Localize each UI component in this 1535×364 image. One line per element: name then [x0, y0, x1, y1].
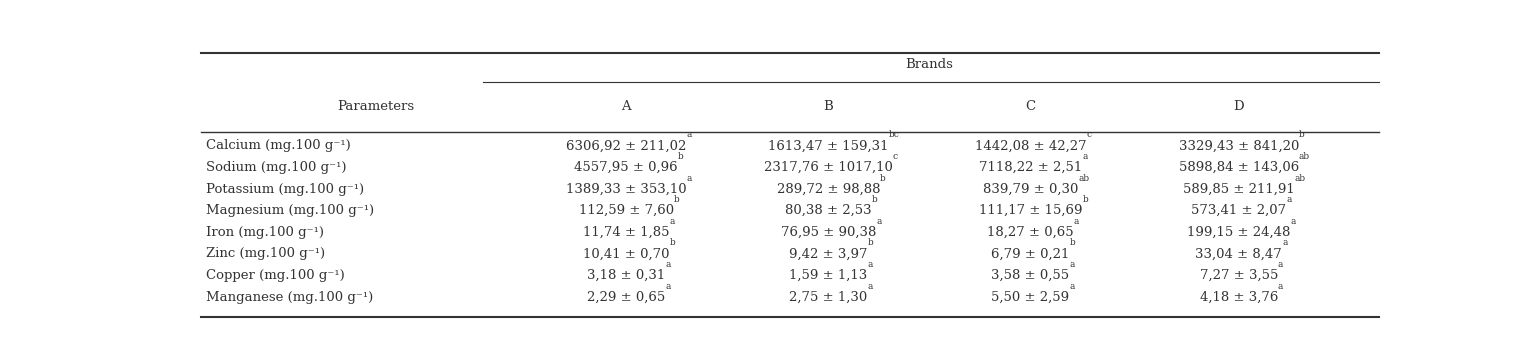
Text: b: b [674, 195, 680, 204]
Text: 589,85 ± 211,91: 589,85 ± 211,91 [1183, 183, 1294, 195]
Text: Copper (mg.100 g⁻¹): Copper (mg.100 g⁻¹) [206, 269, 345, 282]
Text: a: a [1070, 260, 1074, 269]
Text: a: a [1279, 281, 1283, 290]
Text: 4,18 ± 3,76: 4,18 ± 3,76 [1199, 290, 1279, 304]
Text: C: C [1025, 100, 1036, 113]
Text: a: a [1282, 238, 1288, 248]
Text: 7,27 ± 3,55: 7,27 ± 3,55 [1199, 269, 1279, 282]
Text: 18,27 ± 0,65: 18,27 ± 0,65 [987, 226, 1074, 239]
Text: b: b [678, 152, 683, 161]
Text: Iron (mg.100 g⁻¹): Iron (mg.100 g⁻¹) [206, 226, 324, 239]
Text: 5898,84 ± 143,06: 5898,84 ± 143,06 [1179, 161, 1299, 174]
Text: 2,75 ± 1,30: 2,75 ± 1,30 [789, 290, 867, 304]
Text: 3,58 ± 0,55: 3,58 ± 0,55 [992, 269, 1070, 282]
Text: 111,17 ± 15,69: 111,17 ± 15,69 [979, 204, 1082, 217]
Text: 6306,92 ± 211,02: 6306,92 ± 211,02 [566, 139, 686, 153]
Text: a: a [1070, 281, 1074, 290]
Text: a: a [665, 281, 671, 290]
Text: 4557,95 ± 0,96: 4557,95 ± 0,96 [574, 161, 678, 174]
Text: 3,18 ± 0,31: 3,18 ± 0,31 [586, 269, 665, 282]
Text: 2317,76 ± 1017,10: 2317,76 ± 1017,10 [764, 161, 893, 174]
Text: Zinc (mg.100 g⁻¹): Zinc (mg.100 g⁻¹) [206, 248, 325, 260]
Text: A: A [622, 100, 631, 113]
Text: a: a [1279, 260, 1283, 269]
Text: a: a [867, 281, 873, 290]
Text: 76,95 ± 90,38: 76,95 ± 90,38 [781, 226, 876, 239]
Text: 11,74 ± 1,85: 11,74 ± 1,85 [583, 226, 669, 239]
Text: a: a [876, 217, 881, 226]
Text: 2,29 ± 0,65: 2,29 ± 0,65 [586, 290, 665, 304]
Text: 1442,08 ± 42,27: 1442,08 ± 42,27 [975, 139, 1087, 153]
Text: a: a [867, 260, 873, 269]
Text: c: c [1087, 130, 1091, 139]
Text: bc: bc [889, 130, 900, 139]
Text: 10,41 ± 0,70: 10,41 ± 0,70 [583, 248, 669, 260]
Text: a: a [1286, 195, 1291, 204]
Text: a: a [1291, 217, 1296, 226]
Text: 839,79 ± 0,30: 839,79 ± 0,30 [982, 183, 1078, 195]
Text: Calcium (mg.100 g⁻¹): Calcium (mg.100 g⁻¹) [206, 139, 352, 153]
Text: Parameters: Parameters [338, 100, 414, 113]
Text: c: c [893, 152, 898, 161]
Text: 7118,22 ± 2,51: 7118,22 ± 2,51 [979, 161, 1082, 174]
Text: a: a [1074, 217, 1079, 226]
Text: b: b [867, 238, 873, 248]
Text: Sodium (mg.100 g⁻¹): Sodium (mg.100 g⁻¹) [206, 161, 347, 174]
Text: ab: ab [1299, 152, 1309, 161]
Text: Magnesium (mg.100 g⁻¹): Magnesium (mg.100 g⁻¹) [206, 204, 375, 217]
Text: 5,50 ± 2,59: 5,50 ± 2,59 [992, 290, 1070, 304]
Text: ab: ab [1294, 174, 1306, 183]
Text: a: a [665, 260, 671, 269]
Text: 112,59 ± 7,60: 112,59 ± 7,60 [579, 204, 674, 217]
Text: 199,15 ± 24,48: 199,15 ± 24,48 [1187, 226, 1291, 239]
Text: Manganese (mg.100 g⁻¹): Manganese (mg.100 g⁻¹) [206, 290, 373, 304]
Text: a: a [669, 217, 675, 226]
Text: b: b [1082, 195, 1088, 204]
Text: a: a [686, 174, 692, 183]
Text: 289,72 ± 98,88: 289,72 ± 98,88 [777, 183, 880, 195]
Text: a: a [686, 130, 692, 139]
Text: 1389,33 ± 353,10: 1389,33 ± 353,10 [566, 183, 686, 195]
Text: b: b [1299, 130, 1305, 139]
Text: b: b [1070, 238, 1076, 248]
Text: b: b [872, 195, 878, 204]
Text: 33,04 ± 8,47: 33,04 ± 8,47 [1196, 248, 1282, 260]
Text: 573,41 ± 2,07: 573,41 ± 2,07 [1191, 204, 1286, 217]
Text: 6,79 ± 0,21: 6,79 ± 0,21 [992, 248, 1070, 260]
Text: 80,38 ± 2,53: 80,38 ± 2,53 [784, 204, 872, 217]
Text: 3329,43 ± 841,20: 3329,43 ± 841,20 [1179, 139, 1299, 153]
Text: Brands: Brands [906, 58, 953, 71]
Text: Potassium (mg.100 g⁻¹): Potassium (mg.100 g⁻¹) [206, 183, 364, 195]
Text: D: D [1234, 100, 1243, 113]
Text: b: b [880, 174, 886, 183]
Text: ab: ab [1078, 174, 1090, 183]
Text: b: b [669, 238, 675, 248]
Text: 1613,47 ± 159,31: 1613,47 ± 159,31 [768, 139, 889, 153]
Text: a: a [1082, 152, 1088, 161]
Text: 9,42 ± 3,97: 9,42 ± 3,97 [789, 248, 867, 260]
Text: B: B [823, 100, 834, 113]
Text: 1,59 ± 1,13: 1,59 ± 1,13 [789, 269, 867, 282]
